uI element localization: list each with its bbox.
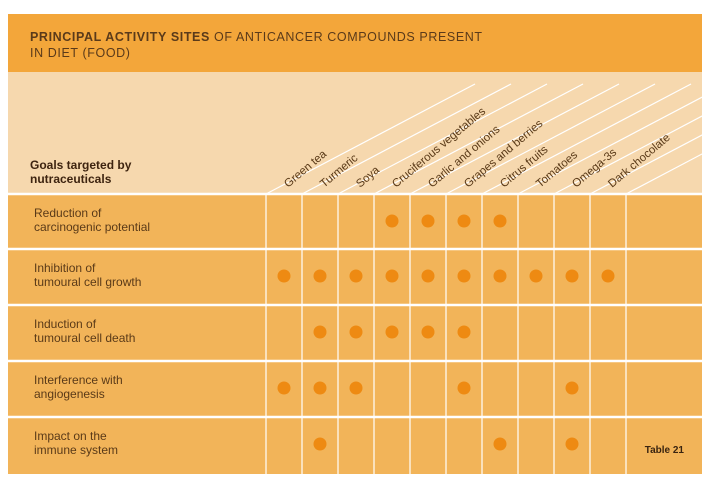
activity-dot bbox=[457, 214, 471, 228]
table-row bbox=[8, 194, 702, 249]
activity-dot bbox=[493, 269, 507, 283]
row-label-line-1: Inhibition of bbox=[34, 261, 96, 275]
activity-dot bbox=[277, 381, 291, 395]
activity-dot bbox=[313, 381, 327, 395]
row-label-line-2: carcinogenic potential bbox=[34, 220, 151, 234]
row-label-line-1: Impact on the bbox=[34, 429, 107, 443]
title-bold: PRINCIPAL ACTIVITY SITES bbox=[30, 30, 210, 44]
header-divider-line bbox=[373, 83, 584, 195]
table-number-label: Table 21 bbox=[644, 445, 684, 456]
row-label-line-1: Induction of bbox=[34, 317, 97, 331]
table-card: PRINCIPAL ACTIVITY SITES OF ANTICANCER C… bbox=[8, 14, 702, 474]
header-divider-line bbox=[625, 153, 702, 195]
header-divider-line bbox=[301, 83, 512, 195]
activity-dot bbox=[349, 381, 363, 395]
activity-dot bbox=[529, 269, 543, 283]
row-label-line-1: Reduction of bbox=[34, 206, 102, 220]
header-divider-line bbox=[265, 83, 476, 195]
activity-dot bbox=[421, 269, 435, 283]
title-rest: OF ANTICANCER COMPOUNDS PRESENT bbox=[209, 30, 483, 44]
activity-dot bbox=[565, 381, 579, 395]
row-label-line-2: tumoural cell growth bbox=[34, 275, 142, 289]
activity-dot bbox=[565, 269, 579, 283]
goals-header-line-1: Goals targeted by bbox=[30, 158, 132, 172]
activity-dot bbox=[385, 214, 399, 228]
activity-dot bbox=[457, 269, 471, 283]
row-label: Impact on the immune system bbox=[34, 429, 118, 457]
row-label: Reduction of carcinogenic potential bbox=[34, 206, 150, 234]
activity-dot bbox=[457, 325, 471, 339]
title-band: PRINCIPAL ACTIVITY SITES OF ANTICANCER C… bbox=[8, 14, 702, 72]
table-row bbox=[8, 417, 702, 474]
row-label: Interference with angiogenesis bbox=[34, 373, 123, 401]
row-label-line-2: angiogenesis bbox=[34, 387, 105, 401]
goals-header: Goals targeted by nutraceuticals bbox=[30, 158, 131, 186]
activity-dot bbox=[277, 269, 291, 283]
row-label-line-2: immune system bbox=[34, 443, 119, 457]
header-divider-line bbox=[589, 134, 702, 195]
activity-dot bbox=[349, 269, 363, 283]
activity-dot bbox=[313, 269, 327, 283]
row-label: Induction of tumoural cell death bbox=[34, 317, 135, 345]
activity-dot bbox=[421, 325, 435, 339]
row-label-line-2: tumoural cell death bbox=[34, 331, 136, 345]
activity-dot bbox=[421, 214, 435, 228]
header-divider-line bbox=[337, 83, 548, 195]
activity-dot bbox=[349, 325, 363, 339]
goals-header-line-2: nutraceuticals bbox=[30, 172, 112, 186]
activity-dot bbox=[493, 214, 507, 228]
title-line-1: PRINCIPAL ACTIVITY SITES OF ANTICANCER C… bbox=[30, 30, 483, 44]
row-label-line-1: Interference with bbox=[34, 373, 123, 387]
activity-dot bbox=[601, 269, 615, 283]
row-label: Inhibition of tumoural cell growth bbox=[34, 261, 141, 289]
title-line-2: IN DIET (FOOD) bbox=[30, 46, 131, 60]
header-divider-line bbox=[517, 96, 702, 195]
activity-dot bbox=[385, 325, 399, 339]
header-divider-line bbox=[445, 83, 656, 195]
header-divider-line bbox=[553, 115, 702, 195]
activity-dot bbox=[493, 437, 507, 451]
header-divider-line bbox=[409, 83, 620, 195]
activity-dot bbox=[313, 325, 327, 339]
column-header-zone bbox=[8, 72, 702, 204]
activity-dot bbox=[457, 381, 471, 395]
activity-dot bbox=[385, 269, 399, 283]
header-divider-line bbox=[481, 83, 692, 195]
activity-dot bbox=[313, 437, 327, 451]
activity-dot bbox=[565, 437, 579, 451]
column-header: Soya bbox=[354, 164, 382, 190]
